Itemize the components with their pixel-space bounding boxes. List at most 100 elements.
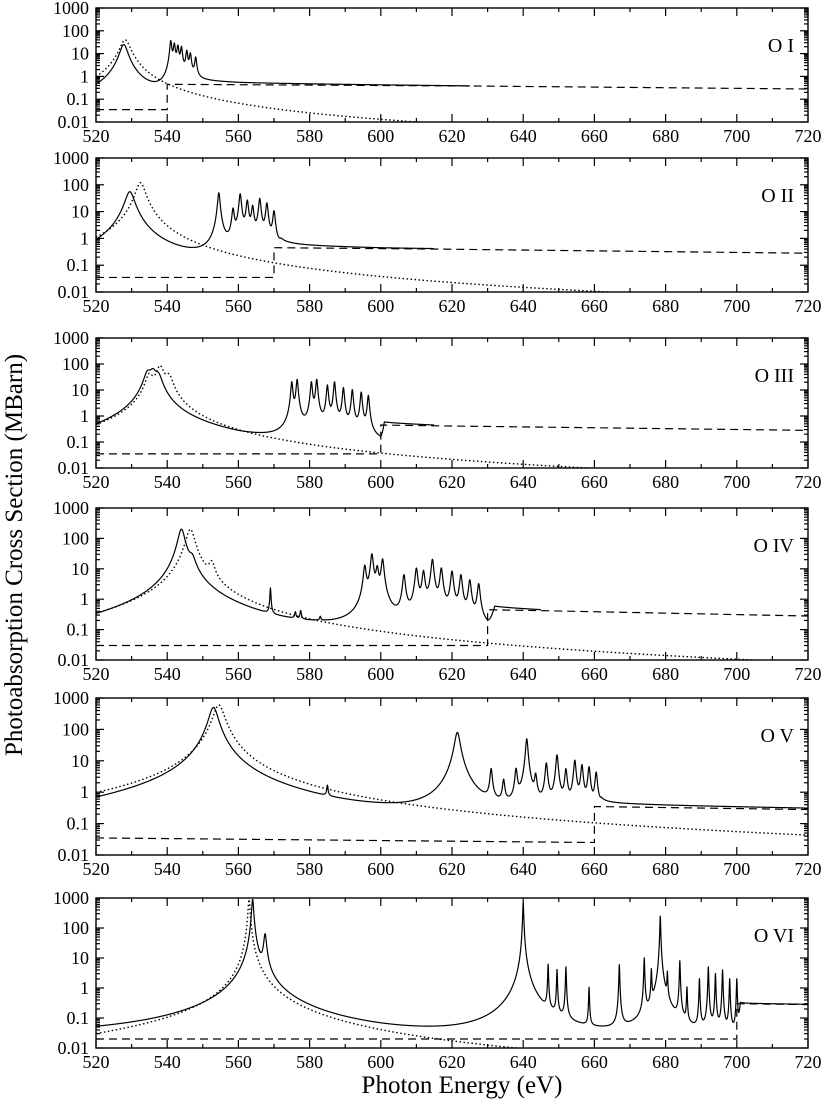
y-tick-label: 1 xyxy=(80,406,89,426)
edge-cross-section-dashed-line xyxy=(96,609,808,647)
panel-4: 520 540 560 580 600 620 640 660 680 700 720 0.01 0.1… xyxy=(53,498,822,684)
x-tick-label: 720 xyxy=(795,664,822,684)
x-tick-label: 540 xyxy=(154,859,181,879)
panel-label: O VI xyxy=(754,925,794,947)
y-tick-label: 10 xyxy=(71,44,89,64)
panel-6: 520 540 560 580 600 620 640 660 680 700 720 0.01 0.1… xyxy=(53,888,822,1072)
y-tick-label: 1 xyxy=(80,66,89,86)
x-tick-label: 560 xyxy=(225,664,252,684)
panel-2: 520 540 560 580 600 620 640 660 680 700 720 0.01 0.1… xyxy=(53,148,822,316)
x-tick-label: 620 xyxy=(439,126,466,146)
x-tick-label: 640 xyxy=(510,859,537,879)
series-group xyxy=(96,181,808,292)
x-tick-label: 660 xyxy=(581,472,608,492)
y-tick-label: 0.1 xyxy=(67,432,90,452)
x-tick-label: 700 xyxy=(723,664,750,684)
x-tick-label: 560 xyxy=(225,472,252,492)
cross-section-solid-curve xyxy=(96,191,435,250)
series-group xyxy=(96,364,808,468)
plot-frame xyxy=(95,507,809,661)
x-tick-label: 580 xyxy=(296,126,323,146)
x-tick-label: 680 xyxy=(652,296,679,316)
x-tick-label: 520 xyxy=(83,1052,110,1072)
y-tick-label: 1 xyxy=(80,782,89,802)
x-tick-label: 540 xyxy=(154,1052,181,1072)
y-tick-label: 1 xyxy=(80,228,89,248)
x-tick-label: 700 xyxy=(723,1052,750,1072)
x-tick-label: 680 xyxy=(652,664,679,684)
x-tick-label: 600 xyxy=(367,126,394,146)
x-tick-label: 660 xyxy=(581,859,608,879)
x-tick-label: 560 xyxy=(225,859,252,879)
x-tick-label: 620 xyxy=(439,1052,466,1072)
panel-1: 520 540 560 580 600 620 640 660 680 700 720 0.01 0.1… xyxy=(53,0,822,146)
panel-label: O IV xyxy=(753,535,794,557)
x-axis-label: Photon Energy (eV) xyxy=(362,1072,563,1099)
y-tick-label: 0.01 xyxy=(58,845,90,865)
y-tick-label: 1000 xyxy=(53,498,89,518)
y-tick-label: 0.01 xyxy=(58,1038,90,1058)
y-tick-label: 100 xyxy=(62,354,89,374)
resonance-dotted-curve xyxy=(96,704,808,836)
x-tick-label: 580 xyxy=(296,859,323,879)
resonance-dotted-curve xyxy=(96,181,623,292)
resonance-dotted-curve xyxy=(96,528,769,660)
panel-label: O III xyxy=(755,365,794,387)
y-tick-label: 1000 xyxy=(53,0,89,18)
edge-cross-section-dashed-line xyxy=(96,83,808,111)
x-tick-label: 540 xyxy=(154,296,181,316)
y-tick-label: 0.01 xyxy=(58,282,90,302)
x-tick-label: 580 xyxy=(296,472,323,492)
x-tick-label: 520 xyxy=(83,664,110,684)
x-tick-label: 680 xyxy=(652,859,679,879)
x-tick-label: 640 xyxy=(510,1052,537,1072)
y-tick-label: 0.1 xyxy=(67,1008,90,1028)
plot-frame xyxy=(95,697,809,856)
x-tick-label: 720 xyxy=(795,472,822,492)
x-tick-label: 700 xyxy=(723,126,750,146)
x-tick-label: 600 xyxy=(367,472,394,492)
x-tick-label: 580 xyxy=(296,664,323,684)
series-group xyxy=(96,898,808,1048)
x-tick-label: 700 xyxy=(723,296,750,316)
plot-frame xyxy=(95,157,809,293)
x-tick-label: 700 xyxy=(723,859,750,879)
y-tick-label: 0.1 xyxy=(67,255,90,275)
y-tick-label: 0.1 xyxy=(67,620,90,640)
y-tick-label: 1000 xyxy=(53,148,89,168)
cross-section-solid-curve xyxy=(96,706,808,809)
x-tick-label: 660 xyxy=(581,664,608,684)
x-tick-label: 560 xyxy=(225,296,252,316)
x-tick-label: 680 xyxy=(652,1052,679,1072)
x-tick-label: 560 xyxy=(225,126,252,146)
cross-section-solid-curve xyxy=(96,39,471,87)
x-tick-label: 620 xyxy=(439,859,466,879)
panel-5: 520 540 560 580 600 620 640 660 680 700 720 0.01 0.1… xyxy=(53,688,822,879)
x-tick-label: 580 xyxy=(296,1052,323,1072)
y-tick-label: 100 xyxy=(62,719,89,739)
x-tick-label: 520 xyxy=(83,126,110,146)
y-tick-label: 0.01 xyxy=(58,112,90,132)
plot-frame xyxy=(95,337,809,469)
edge-cross-section-dashed-line xyxy=(96,805,808,844)
x-tick-label: 620 xyxy=(439,472,466,492)
x-tick-label: 520 xyxy=(83,472,110,492)
x-tick-label: 660 xyxy=(581,1052,608,1072)
y-tick-label: 0.01 xyxy=(58,458,90,478)
x-tick-label: 560 xyxy=(225,1052,252,1072)
x-tick-label: 520 xyxy=(83,296,110,316)
resonance-dotted-curve xyxy=(96,39,429,122)
y-tick-label: 100 xyxy=(62,918,89,938)
x-tick-label: 620 xyxy=(439,664,466,684)
y-tick-label: 10 xyxy=(71,202,89,222)
x-tick-label: 660 xyxy=(581,126,608,146)
x-tick-label: 720 xyxy=(795,859,822,879)
x-tick-label: 640 xyxy=(510,296,537,316)
panel-label: O I xyxy=(768,35,794,57)
cross-section-solid-curve xyxy=(96,528,542,621)
series-group xyxy=(96,39,808,122)
x-tick-label: 680 xyxy=(652,472,679,492)
cross-section-solid-curve xyxy=(96,367,435,437)
x-tick-label: 540 xyxy=(154,664,181,684)
